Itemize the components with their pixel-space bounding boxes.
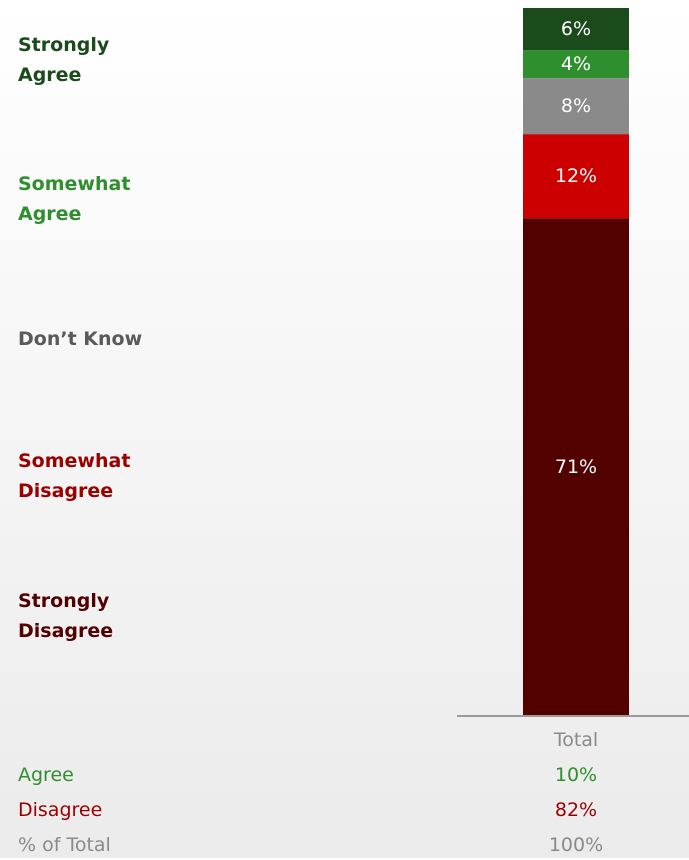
summary-agree-label: Agree [18,764,74,786]
data-label-don-t-know: 8% [561,95,591,117]
summary-agree-value: 10% [554,764,598,786]
summary-disagree-value: 82% [554,799,598,821]
summary-disagree-label: Disagree [18,799,103,821]
summary-agree-row: Agree 10% [0,760,689,790]
data-label-somewhat-agree: 4% [561,53,591,75]
summary-total-row: % of Total 100% [0,830,689,860]
legend-somewhat-agree: Somewhat Agree [18,173,131,225]
bar-segment-don-t-know [523,78,629,135]
bar-segment-somewhat-disagree [523,134,629,219]
column-header-total: Total [553,729,599,751]
bar-segments: 6% 4% 8% 12% 71% [523,8,629,716]
legend-dont-know: Don’t Know [18,328,143,350]
bar-segment-strongly-disagree [523,218,629,716]
data-label-strongly-agree: 6% [561,18,591,40]
legend-strongly-agree: Strongly Agree [18,34,110,86]
summary-total-label: % of Total [18,834,111,856]
summary-disagree-row: Disagree 82% [0,795,689,825]
summary-total-value: 100% [548,834,604,856]
bar-segment-strongly-agree [523,8,629,51]
stacked-bar-chart: 6% 4% 8% 12% 71% [457,8,689,717]
legend-somewhat-disagree: Somewhat Disagree [18,450,131,502]
bar-segment-somewhat-agree [523,50,629,79]
data-label-strongly-disagree: 71% [555,456,597,478]
legend-strongly-disagree: Strongly Disagree [18,590,114,642]
data-label-somewhat-disagree: 12% [555,165,597,187]
